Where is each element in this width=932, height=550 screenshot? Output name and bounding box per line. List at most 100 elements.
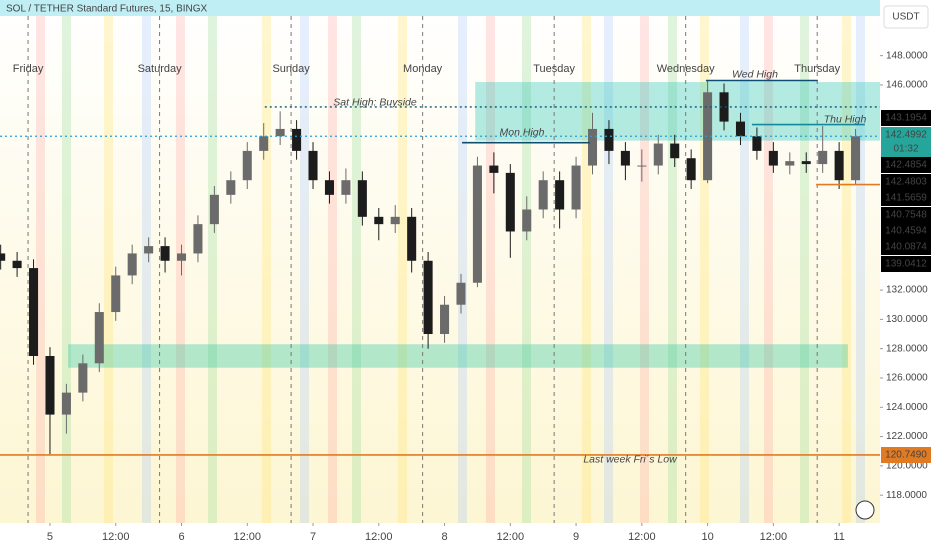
level-label: Thu High — [824, 113, 867, 125]
price-tag — [881, 256, 931, 272]
session-stripes — [36, 16, 865, 523]
price-tag-label: 139.0412 — [885, 259, 927, 270]
candle-body — [407, 216, 417, 261]
candle-body — [538, 180, 548, 210]
candle-body — [555, 180, 565, 210]
candle-body — [94, 312, 104, 364]
candle-body — [637, 165, 647, 167]
price-tag — [881, 141, 931, 157]
session-stripe — [764, 16, 773, 523]
zone — [475, 82, 880, 141]
candle-body — [703, 92, 713, 181]
session-stripe — [604, 16, 613, 523]
session-stripe — [486, 16, 495, 523]
day-label: Friday — [13, 63, 44, 75]
candle-body — [160, 246, 170, 261]
price-tag — [881, 190, 931, 206]
y-tick-label: 132.0000 — [886, 285, 928, 296]
day-label: Thursday — [794, 63, 840, 75]
replay-button[interactable] — [855, 500, 875, 520]
candle-body — [209, 194, 219, 225]
session-stripe — [842, 16, 851, 523]
candle-body — [604, 128, 614, 151]
candle-body — [324, 180, 334, 195]
price-tag — [881, 174, 931, 190]
x-tick-label: 12:00 — [233, 531, 261, 543]
price-tag-label: 143.1954 — [885, 113, 927, 124]
zone — [68, 344, 848, 368]
candle-body — [851, 136, 861, 181]
candle-body — [308, 150, 318, 181]
candle-body — [78, 363, 88, 393]
candle-body — [456, 282, 466, 305]
price-tag-label: 142.4992 — [885, 130, 927, 141]
chart-title: SOL / TETHER Standard Futures, 15, BINGX — [6, 4, 208, 15]
candle-body — [45, 355, 55, 415]
y-tick-label: 146.0000 — [886, 80, 928, 91]
y-tick-label: 120.0000 — [886, 461, 928, 472]
y-tick-label: 124.0000 — [886, 402, 928, 413]
day-label: Monday — [403, 63, 443, 75]
session-stripe — [208, 16, 217, 523]
candle-body — [620, 150, 630, 166]
candle-body — [144, 246, 154, 254]
candle-body — [719, 92, 729, 122]
session-stripe — [262, 16, 271, 523]
candle-body — [735, 121, 745, 137]
price-tag-label: 140.7548 — [885, 210, 927, 221]
candle-body — [489, 165, 499, 173]
level-label: Mon High — [500, 126, 545, 138]
session-stripe — [328, 16, 337, 523]
day-label: Sunday — [272, 63, 310, 75]
x-tick-label: 9 — [573, 531, 579, 543]
price-tag — [881, 447, 931, 463]
candle-body — [472, 165, 482, 283]
session-stripe — [800, 16, 809, 523]
candle-body — [818, 150, 828, 165]
x-tick-label: 11 — [833, 531, 844, 543]
candle-body — [176, 253, 187, 261]
session-stripe — [36, 16, 45, 523]
session-stripe — [582, 16, 591, 523]
candle-body — [242, 150, 252, 181]
time-axis — [0, 523, 880, 550]
price-tag-label: 120.7490 — [885, 450, 927, 461]
y-tick-label: 126.0000 — [886, 373, 928, 384]
candle-body — [12, 260, 22, 269]
candle-body — [61, 392, 71, 415]
price-tag — [881, 127, 931, 143]
price-tag — [881, 239, 931, 255]
candle-body — [752, 136, 762, 151]
candle-body — [341, 180, 351, 195]
price-tag — [881, 157, 931, 173]
session-stripe — [668, 16, 677, 523]
candle-body — [423, 260, 433, 335]
candle-body — [587, 128, 598, 166]
candle-body — [374, 216, 384, 225]
day-label: Saturday — [138, 63, 183, 75]
candle-body — [0, 253, 6, 261]
y-tick-label: 118.0000 — [886, 490, 927, 501]
x-tick-label: 12:00 — [760, 531, 788, 543]
currency-box[interactable] — [883, 5, 929, 29]
session-stripe — [398, 16, 407, 523]
y-tick-label: 122.0000 — [886, 431, 928, 442]
x-tick-label: 7 — [310, 531, 316, 543]
session-stripe — [740, 16, 749, 523]
y-tick-label: 128.0000 — [886, 343, 928, 354]
currency: USDT — [892, 12, 919, 23]
candle-body — [653, 143, 663, 166]
x-tick-label: 12:00 — [497, 531, 525, 543]
price-tag-label: 01:32 — [893, 144, 918, 155]
x-tick-label: 12:00 — [628, 531, 656, 543]
candle-body — [834, 150, 844, 181]
candle-body — [29, 268, 39, 356]
level-label: Sat High: Buyside — [333, 97, 417, 109]
candle-body — [275, 128, 285, 137]
candle-body — [440, 304, 450, 335]
price-tag-label: 140.0874 — [885, 242, 927, 253]
price-tag-label: 141.5659 — [885, 193, 927, 204]
price-tag-label: 142.4803 — [885, 177, 927, 188]
session-stripe — [856, 16, 865, 523]
